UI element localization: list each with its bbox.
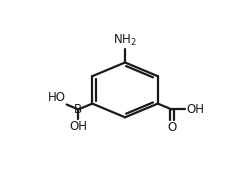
Text: NH$_2$: NH$_2$ <box>113 33 137 48</box>
Text: HO: HO <box>48 91 66 104</box>
Text: O: O <box>167 121 176 135</box>
Text: OH: OH <box>186 103 204 116</box>
Text: B: B <box>74 103 82 116</box>
Text: OH: OH <box>69 120 87 133</box>
